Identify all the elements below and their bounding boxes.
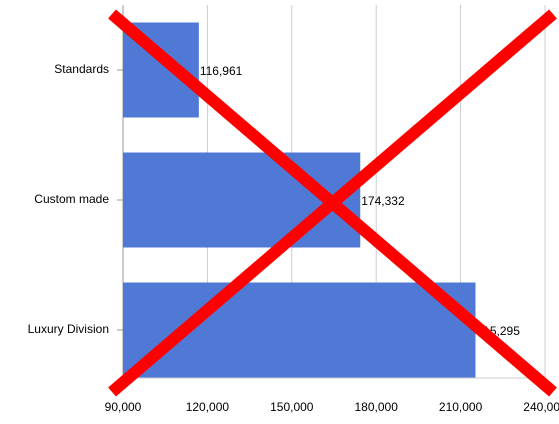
x-tick-label: 240,000 — [523, 400, 559, 414]
x-tick-label: 150,000 — [270, 400, 314, 414]
cross-stroke — [108, 9, 557, 397]
plot: 90,000 120,000 150,000 180,000 210,000 240,00… — [28, 5, 559, 414]
y-tick-label: Custom made — [34, 192, 109, 206]
value-label: 174,332 — [361, 194, 405, 208]
value-label: 116,961 — [200, 64, 243, 78]
x-tick-label: 90,000 — [105, 400, 142, 414]
x-tick-label: 180,000 — [355, 400, 399, 414]
x-tick-label: 120,000 — [186, 400, 230, 414]
y-tick-label: Luxury Division — [28, 322, 109, 336]
y-tick-label: Standards — [54, 62, 109, 76]
x-tick-label: 210,000 — [439, 400, 483, 414]
